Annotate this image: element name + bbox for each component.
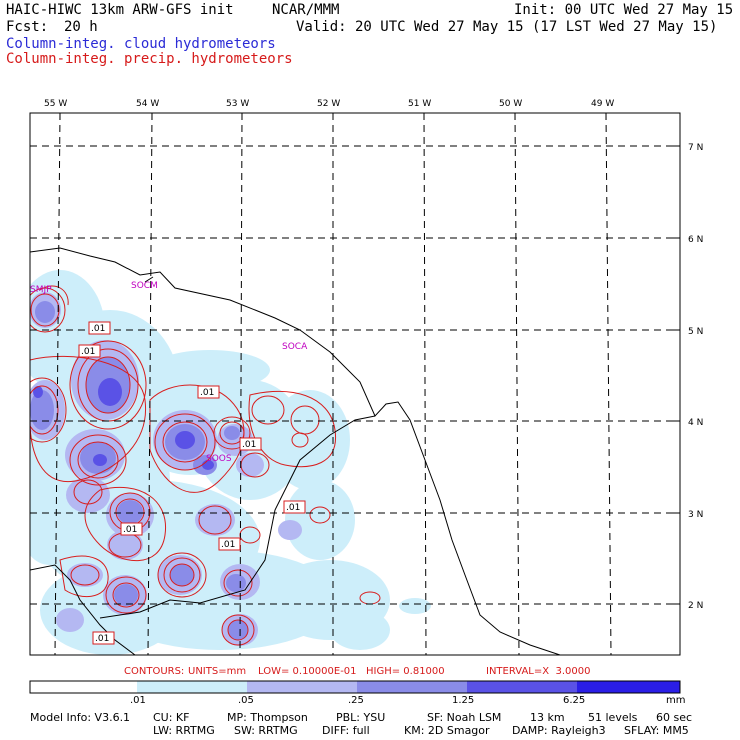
lon-label: 55 W	[44, 99, 67, 109]
contour-label: .01	[221, 540, 235, 550]
contours-high: HIGH= 0.81000	[366, 666, 445, 677]
lon-label: 53 W	[226, 99, 249, 109]
footer-sw: SW: RRTMG	[234, 724, 298, 737]
org-label: NCAR/MMM	[272, 2, 340, 18]
lon-label: 54 W	[136, 99, 159, 109]
lat-label: 2 N	[688, 601, 703, 611]
map-frame	[29, 112, 681, 656]
station-soos: SOOS	[206, 454, 232, 464]
contours-low: LOW= 0.10000E-01	[258, 666, 357, 677]
lat-label: 4 N	[688, 418, 703, 428]
footer-model-info: Model Info: V3.6.1	[30, 711, 131, 724]
colorbar-tick: .05	[238, 695, 254, 706]
contour-label: .01	[91, 324, 105, 334]
valid-time: Valid: 20 UTC Wed 27 May 15 (17 LST Wed …	[296, 19, 718, 35]
lon-label: 51 W	[408, 99, 431, 109]
footer-pbl: PBL: YSU	[336, 711, 386, 724]
lon-label: 49 W	[591, 99, 614, 109]
lon-label: 52 W	[317, 99, 340, 109]
coastline	[30, 247, 561, 655]
field-precip-legend: Column-integ. precip. hydrometeors	[6, 51, 293, 67]
contour-label: .01	[81, 347, 95, 357]
station-socm: SOCM	[131, 281, 158, 291]
field-cloud-legend: Column-integ. cloud hydrometeors	[6, 36, 276, 52]
footer-resolution: 13 km	[530, 711, 565, 724]
fcst-label: Fcst:	[6, 19, 49, 35]
colorbar-tick: .25	[348, 695, 364, 706]
hydrometeor-fill	[30, 270, 431, 655]
footer-levels: 51 levels	[588, 711, 638, 724]
contour-label: .01	[242, 440, 256, 450]
lat-label: 5 N	[688, 327, 703, 337]
lat-label: 7 N	[688, 143, 703, 153]
contour-label: .01	[286, 503, 300, 513]
footer-sflay: SFLAY: MM5	[624, 724, 689, 737]
colorbar	[29, 680, 681, 694]
colorbar-tick: 1.25	[452, 695, 475, 706]
footer-lw: LW: RRTMG	[153, 724, 215, 737]
footer-diff: DIFF: full	[322, 724, 370, 737]
contour-label: .01	[123, 525, 137, 535]
footer-sf: SF: Noah LSM	[427, 711, 502, 724]
contours-prefix: CONTOURS:	[124, 666, 185, 677]
footer-cu: CU: KF	[153, 711, 190, 724]
lon-label: 50 W	[499, 99, 522, 109]
station-soca: SOCA	[282, 342, 308, 352]
lat-label: 6 N	[688, 235, 703, 245]
contours-interval: INTERVAL=X 3.0000	[486, 666, 591, 677]
init-time: Init: 00 UTC Wed 27 May 15	[514, 2, 734, 18]
lat-label: 3 N	[688, 510, 703, 520]
contours-units: UNITS=mm	[188, 666, 247, 677]
footer-damp: DAMP: Rayleigh3	[512, 724, 606, 737]
footer-timestep: 60 sec	[656, 711, 693, 724]
model-title: HAIC-HIWC 13km ARW-GFS init	[6, 2, 234, 18]
contour-labels: .01 .01 .01 .01 .01 .01 .01 .01	[78, 321, 306, 645]
fcst-value: 20 h	[64, 19, 98, 35]
footer-mp: MP: Thompson	[227, 711, 308, 724]
lat-lon-grid	[30, 113, 680, 655]
colorbar-tick: .01	[130, 695, 146, 706]
station-smjp: SMJP	[30, 285, 52, 295]
axis-ticks	[59, 113, 680, 605]
contour-label: .01	[95, 634, 109, 644]
footer-km: KM: 2D Smagor	[404, 724, 490, 737]
colorbar-unit: mm	[666, 695, 686, 706]
contour-label: .01	[200, 388, 214, 398]
colorbar-tick: 6.25	[563, 695, 586, 706]
